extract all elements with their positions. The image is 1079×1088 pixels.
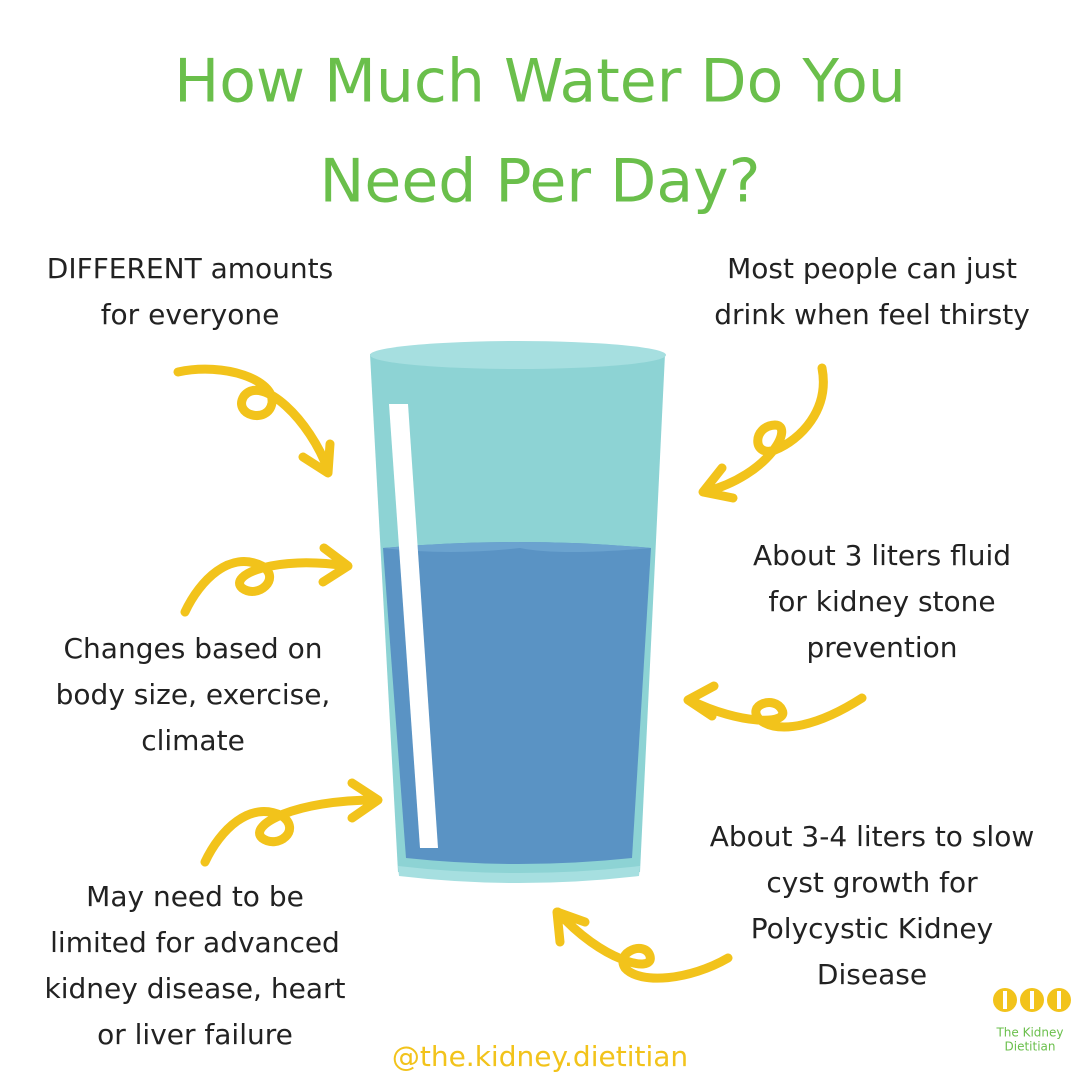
note-line: or liver failure xyxy=(97,1018,293,1051)
note-line: prevention xyxy=(806,631,957,664)
note-line: kidney disease, heart xyxy=(45,972,346,1005)
note-line: climate xyxy=(141,724,245,757)
arrows xyxy=(173,363,867,983)
note-line: Changes based on xyxy=(64,632,323,665)
logo-text: The Kidney xyxy=(995,1026,1063,1040)
handle: @the.kidney.dietitian xyxy=(392,1040,688,1073)
title-line: Need Per Day? xyxy=(320,147,761,217)
note-line: Most people can just xyxy=(727,252,1017,285)
note-line: drink when feel thirsty xyxy=(714,298,1030,331)
note-line: About 3-4 liters to slow xyxy=(710,820,1035,853)
note-line: for kidney stone xyxy=(768,585,995,618)
logo-text: Dietitian xyxy=(1005,1040,1056,1054)
glass xyxy=(370,341,666,883)
logo-icon xyxy=(993,988,1071,1012)
title-line: How Much Water Do You xyxy=(174,47,906,117)
note-line: May need to be xyxy=(86,880,304,913)
note-line: body size, exercise, xyxy=(56,678,331,711)
note-line: Polycystic Kidney xyxy=(751,912,993,945)
note-line: DIFFERENT amounts xyxy=(47,252,333,285)
note-line: Disease xyxy=(817,958,927,991)
note-line: for everyone xyxy=(101,298,280,331)
note-line: cyst growth for xyxy=(766,866,978,899)
note-line: limited for advanced xyxy=(50,926,340,959)
note-line: About 3 liters fluid xyxy=(753,539,1011,572)
